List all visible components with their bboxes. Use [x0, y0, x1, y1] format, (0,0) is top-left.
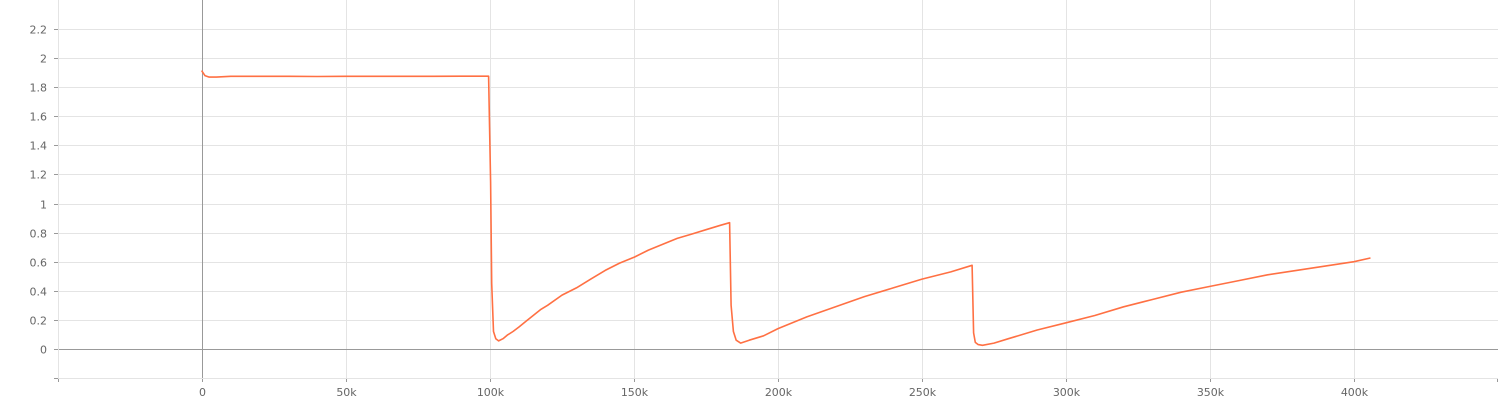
y-tick-label: 1.4 [30, 140, 48, 153]
x-tick-label: 0 [199, 386, 206, 399]
y-tick-label: 2.2 [30, 24, 48, 37]
x-tick-label: 200k [765, 386, 793, 399]
x-tick-label: 250k [909, 386, 937, 399]
series-layer [201, 70, 1371, 347]
x-tick-label: 350k [1197, 386, 1225, 399]
y-tick-label: 0.8 [30, 228, 48, 241]
x-tick-label: 400k [1341, 386, 1369, 399]
series-line [201, 70, 1371, 347]
y-tick-label: 0.2 [30, 315, 48, 328]
y-tick-label: 0.4 [30, 286, 48, 299]
grid [58, 0, 1498, 378]
y-tick-label: 1.2 [30, 169, 48, 182]
axes [54, 0, 1498, 382]
y-tick-label: 2 [40, 53, 47, 66]
x-tick-label: 150k [621, 386, 649, 399]
y-tick-label: 1.8 [30, 82, 48, 95]
y-tick-label: 0 [40, 344, 47, 357]
x-tick-label: 300k [1053, 386, 1081, 399]
y-tick-label: 0.6 [30, 257, 48, 270]
y-tick-label: 1 [40, 199, 47, 212]
y-tick-label: 1.6 [30, 111, 48, 124]
tick-labels: 0 0.2 0.4 0.6 0.8 1 1.2 1.4 1.6 1.8 2 2.2 0 50k 100k 15… [30, 24, 1369, 400]
x-tick-label: 100k [477, 386, 505, 399]
x-tick-label: 50k [336, 386, 357, 399]
